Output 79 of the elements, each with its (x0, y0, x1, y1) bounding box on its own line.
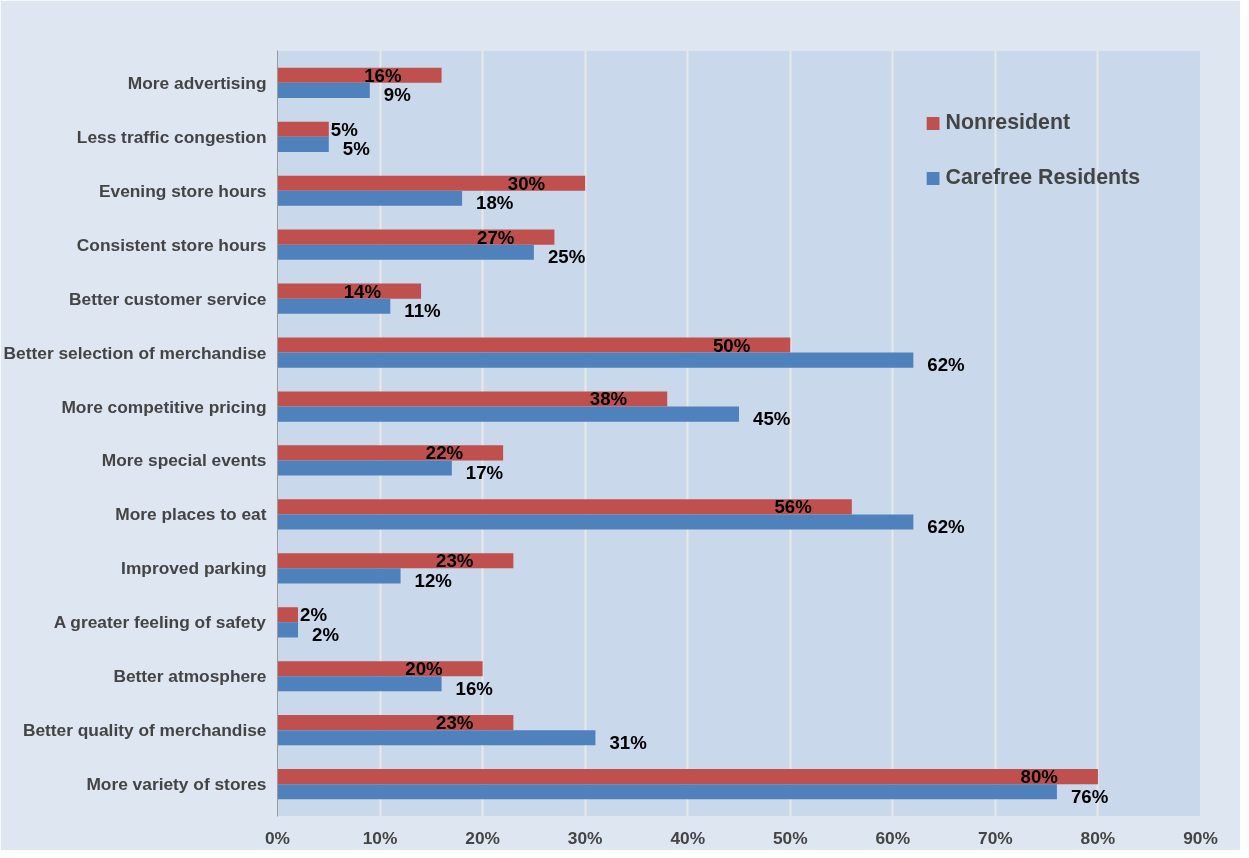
data-label: 2% (312, 623, 340, 645)
x-tick-label: 40% (670, 827, 706, 848)
bar (277, 337, 791, 353)
bar (277, 568, 401, 584)
data-label: 16% (364, 64, 402, 86)
bar (277, 352, 914, 368)
y-tick-label: Less traffic congestion (76, 126, 267, 147)
x-tick-label: 30% (567, 827, 603, 848)
bar (277, 82, 370, 98)
data-label: 30% (507, 172, 546, 194)
data-label: 56% (774, 496, 813, 518)
y-tick-label: Better quality of merchandise (22, 720, 267, 741)
bar (277, 244, 534, 260)
x-tick-label: 0% (264, 827, 291, 848)
bar (277, 229, 555, 245)
bar (277, 607, 299, 623)
data-label: 62% (927, 354, 966, 376)
data-label: 25% (547, 246, 586, 268)
bar (277, 499, 852, 515)
data-label: 50% (712, 334, 751, 356)
data-label: 16% (455, 677, 494, 699)
data-label: 12% (414, 569, 453, 591)
bar (277, 136, 329, 152)
y-tick-label: More variety of stores (86, 774, 267, 795)
data-label: 38% (589, 388, 628, 410)
x-tick-label: 20% (465, 827, 500, 848)
y-tick-label: Better selection of merchandise (3, 342, 267, 363)
bar (277, 715, 514, 731)
legend-label: Nonresident (945, 110, 1071, 135)
data-label: 62% (927, 515, 966, 537)
data-label: 31% (609, 731, 648, 753)
x-tick-label: 10% (362, 827, 398, 848)
data-label: 45% (753, 408, 791, 430)
bar (277, 391, 668, 407)
y-tick-label: Evening store hours (98, 180, 267, 201)
bar (277, 514, 914, 530)
data-label: 22% (425, 442, 464, 464)
bar (277, 730, 596, 746)
bar (277, 298, 391, 314)
y-tick-label: Better customer service (69, 288, 267, 309)
y-tick-label: Improved parking (121, 558, 267, 579)
y-tick-label: Better atmosphere (113, 666, 267, 687)
data-label: 2% (300, 604, 328, 626)
data-label: 27% (477, 226, 515, 248)
data-label: 23% (436, 712, 474, 734)
x-tick-label: 60% (875, 827, 911, 848)
data-label: 11% (404, 300, 442, 322)
data-label: 80% (1020, 766, 1059, 788)
data-label: 5% (330, 118, 359, 140)
bar (277, 553, 514, 569)
x-tick-label: 50% (772, 827, 808, 848)
data-label: 17% (465, 462, 504, 484)
x-tick-label: 70% (978, 827, 1013, 848)
data-label: 9% (383, 84, 412, 106)
y-tick-label: More advertising (127, 72, 267, 93)
data-label: 76% (1070, 785, 1109, 807)
bar (277, 676, 442, 692)
y-tick-label: More places to eat (115, 504, 267, 525)
y-tick-label: More competitive pricing (61, 396, 267, 417)
bar (277, 121, 329, 137)
bar (277, 190, 463, 206)
data-label: 5% (342, 138, 371, 160)
bar (277, 622, 299, 638)
bar (277, 175, 586, 191)
x-tick-label: 90% (1183, 827, 1218, 848)
data-label: 14% (343, 280, 382, 302)
x-tick-label: 80% (1080, 827, 1116, 848)
bar (277, 784, 1057, 800)
y-tick-label: A greater feeling of safety (53, 612, 267, 633)
legend-label: Carefree Residents (945, 165, 1140, 190)
data-label: 23% (436, 550, 474, 572)
y-tick-label: More special events (101, 450, 267, 471)
data-label: 20% (405, 658, 444, 680)
bar (277, 445, 504, 461)
data-label: 18% (476, 192, 514, 214)
bar (277, 769, 1098, 785)
bar (277, 460, 452, 476)
y-tick-label: Consistent store hours (76, 234, 267, 255)
bar (277, 406, 739, 422)
